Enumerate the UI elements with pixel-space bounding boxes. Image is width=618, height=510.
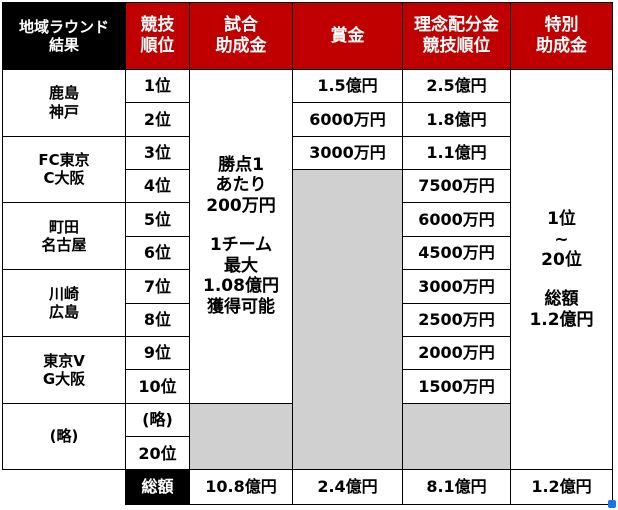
match-grant-text: 1.08億円 <box>203 276 279 297</box>
total-special: 1.2億円 <box>510 469 613 505</box>
distribution-cell: 2500万円 <box>402 302 511 337</box>
distribution-cell: 7500万円 <box>402 168 511 204</box>
selection-handle[interactable] <box>608 500 616 508</box>
total-prize: 2.4億円 <box>292 469 403 505</box>
rank-cell: 9位 <box>125 335 190 371</box>
header-row: 地域ラウンド 結果 競技 順位 試合 助成金 賞金 理念配分金 競技順位 特別 … <box>2 2 613 70</box>
header-region: 地域ラウンド 結果 <box>2 2 126 70</box>
match-grant-text: 勝点1 <box>218 154 264 175</box>
rank-cell: 2位 <box>125 102 190 137</box>
header-prize: 賞金 <box>292 2 403 70</box>
region-team: FC東京 <box>38 151 90 170</box>
region-cell: 鹿島 神戸 <box>2 68 126 137</box>
table-row: 10位 1500万円 <box>3 369 613 404</box>
special-text: ~ <box>554 229 569 250</box>
region-team: 町田 <box>48 217 79 236</box>
table-row: 4位 7500万円 <box>3 168 613 471</box>
header-special: 特別 助成金 <box>510 2 613 70</box>
region-team: 広島 <box>48 303 79 322</box>
rank-cell: 1位 <box>125 68 190 104</box>
distribution-cell: 2.5億円 <box>402 68 511 104</box>
distribution-cell: 6000万円 <box>402 202 511 237</box>
match-grant-text: 獲得可能 <box>207 297 275 318</box>
total-match-grant: 10.8億円 <box>189 469 293 505</box>
prize-cell: 1.5億円 <box>292 68 403 104</box>
distribution-cell: 1.1億円 <box>402 135 511 170</box>
region-team: G大阪 <box>42 369 86 388</box>
distribution-cell: 1.8億円 <box>402 102 511 137</box>
region-cell: (略) <box>2 402 126 471</box>
match-grant-text: 200万円 <box>206 196 276 217</box>
header-match-grant-line1: 試合 <box>224 15 258 36</box>
special-text: 1.2億円 <box>529 309 594 330</box>
rank-cell: (略) <box>125 402 190 438</box>
region-team: C大阪 <box>43 169 85 188</box>
special-text: 20位 <box>541 250 582 271</box>
rank-cell: 7位 <box>125 269 190 304</box>
rank-cell: 4位 <box>125 168 190 204</box>
match-grant-text: 1チーム <box>209 234 273 255</box>
table-row: 町田 名古屋 5位 6000万円 <box>2 202 613 271</box>
header-region-line2: 結果 <box>48 35 79 54</box>
header-distribution-line1: 理念配分金 <box>414 15 499 36</box>
rank-cell: 8位 <box>125 302 190 337</box>
prize-empty-cell <box>292 168 403 471</box>
region-team: 名古屋 <box>41 236 87 255</box>
prize-cell: 3000万円 <box>292 135 403 170</box>
rank-cell: 6位 <box>125 235 190 271</box>
region-team: 神戸 <box>48 102 79 121</box>
distribution-cell: 2000万円 <box>402 335 511 371</box>
header-rank-line1: 競技 <box>140 15 175 36</box>
header-distribution-line2: 競技順位 <box>422 35 491 56</box>
table-row: (略) (略) <box>2 402 613 471</box>
table-row: FC東京 C大阪 3位 3000万円 1.1億円 <box>2 135 613 204</box>
match-grant-empty-cell <box>189 402 293 471</box>
table-row: 8位 2500万円 <box>3 302 613 337</box>
header-special-line1: 特別 <box>544 15 579 36</box>
distribution-cell: 3000万円 <box>402 269 511 304</box>
header-distribution: 理念配分金 競技順位 <box>402 2 511 70</box>
prize-cell: 6000万円 <box>292 102 403 137</box>
header-rank: 競技 順位 <box>125 2 190 70</box>
header-match-grant: 試合 助成金 <box>189 2 293 70</box>
totals-row: 総額 10.8億円 2.4億円 8.1億円 1.2億円 <box>2 469 613 505</box>
region-cell: 川崎 広島 <box>2 269 126 337</box>
rank-cell: 5位 <box>125 202 190 237</box>
region-cell: 町田 名古屋 <box>2 202 126 271</box>
table-row: 鹿島 神戸 1位 勝点1 あたり 200万円 1チーム 最大 1.08億円 獲得… <box>2 68 613 471</box>
distribution-cell: 1500万円 <box>402 369 511 404</box>
match-grant-cell: 勝点1 あたり 200万円 1チーム 最大 1.08億円 獲得可能 <box>189 68 293 404</box>
region-team: 鹿島 <box>48 84 79 103</box>
region-cell: FC東京 C大阪 <box>2 135 126 204</box>
rank-cell: 10位 <box>125 369 190 404</box>
table-row: 2位 6000万円 1.8億円 <box>3 102 613 137</box>
table-row: 20位 <box>3 436 613 471</box>
region-team: 川崎 <box>48 284 79 303</box>
rank-cell: 20位 <box>125 436 190 471</box>
special-text: 総額 <box>544 289 579 309</box>
totals-spacer <box>2 469 126 505</box>
region-cell: 東京V G大阪 <box>2 335 126 404</box>
special-text: 1位 <box>547 208 576 229</box>
header-rank-line2: 順位 <box>140 35 175 56</box>
match-grant-text: 最大 <box>224 255 258 276</box>
region-team: 東京V <box>43 351 85 370</box>
match-grant-text: あたり <box>215 175 267 196</box>
prize-money-table: 地域ラウンド 結果 競技 順位 試合 助成金 賞金 理念配分金 競技順位 特別 … <box>2 2 613 505</box>
total-distribution: 8.1億円 <box>402 469 511 505</box>
header-special-line2: 助成金 <box>536 35 587 56</box>
header-match-grant-line2: 助成金 <box>215 35 267 56</box>
distribution-cell: 4500万円 <box>402 235 511 271</box>
rank-cell: 3位 <box>125 135 190 170</box>
distribution-empty-cell <box>402 402 511 471</box>
special-grant-cell: 1位 ~ 20位 総額 1.2億円 <box>510 68 613 471</box>
totals-label: 総額 <box>125 469 190 505</box>
header-region-line1: 地域ラウンド <box>18 17 109 36</box>
